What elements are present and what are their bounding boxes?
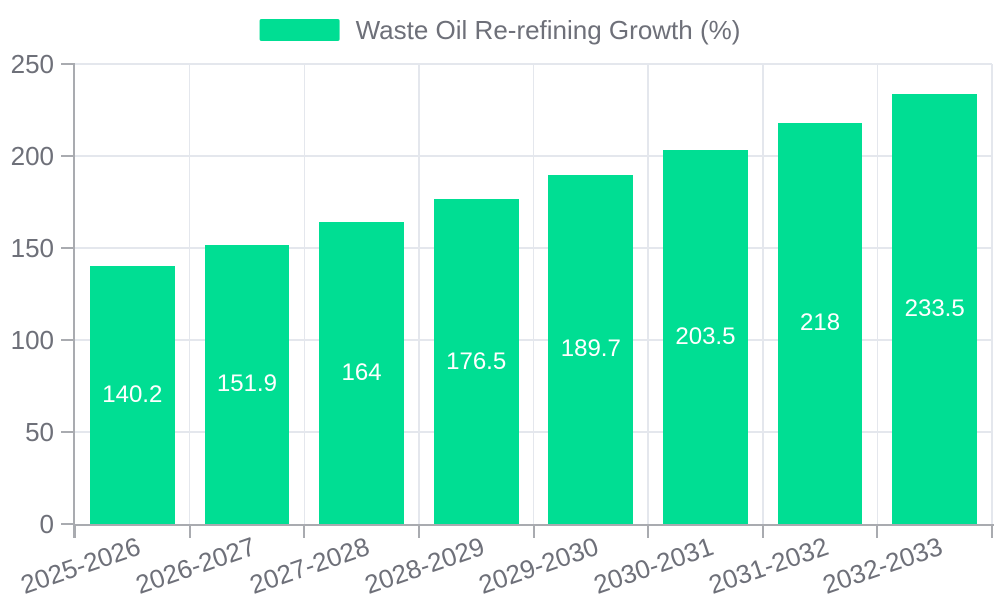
x-axis-tick [532,524,535,538]
y-axis-label: 100 [10,325,54,355]
y-axis-label: 0 [39,509,54,539]
y-axis-tick [61,247,75,249]
y-axis-tick [61,63,75,65]
y-axis-tick [61,431,75,433]
bar[interactable] [319,222,404,524]
gridline-vertical [418,64,420,524]
gridline-vertical [303,64,305,524]
x-axis-label: 2030-2031 [589,531,718,600]
bar[interactable] [663,149,748,524]
x-axis-tick [303,524,306,538]
bar[interactable] [548,174,634,524]
x-axis-label: 2031-2032 [704,531,832,600]
plot-area: 140.2 151.9 164 176.5 189.7 203.5 218 233.5 [75,63,993,524]
bar-value-label: 164 [341,359,382,387]
gridline-vertical [991,64,993,524]
x-axis-tick [647,524,650,538]
x-axis-tick [876,524,879,538]
gridline-vertical [532,64,535,524]
bar-value-label: 203.5 [675,322,736,350]
y-axis-line [73,64,75,538]
bar[interactable] [89,266,175,524]
bar-value-label: 140.2 [102,381,163,409]
y-axis-label: 200 [10,141,54,171]
gridline-vertical [762,64,764,524]
gridline-vertical [647,64,649,524]
x-axis-label: 2026-2027 [131,531,259,600]
y-axis-label: 150 [10,233,54,263]
x-axis-tick [761,524,764,538]
bar-value-label: 218 [800,309,841,337]
bar-value-label: 151.9 [216,370,277,398]
bar-value-label: 176.5 [446,347,507,375]
bar[interactable] [433,199,519,524]
x-axis-label: 2027-2028 [245,531,374,600]
gridline-vertical [876,64,879,524]
x-axis-label: 2028-2029 [360,531,488,600]
bar[interactable] [777,122,863,524]
y-axis-tick [61,523,75,525]
legend-marker [259,19,340,41]
x-axis-tick [74,524,76,538]
legend-label: Waste Oil Re-refining Growth (%) [355,15,741,45]
x-axis-label: 2025-2026 [16,531,145,600]
y-axis-label: 50 [25,417,54,447]
legend-item[interactable]: Waste Oil Re-refining Growth (%) [259,14,741,46]
x-axis-tick [188,524,191,538]
y-axis-tick [61,339,75,341]
bar-value-label: 233.5 [904,295,965,323]
x-axis-tick [991,524,993,538]
y-axis-label: 250 [10,49,54,79]
x-axis-tick [417,524,420,538]
x-axis-label: 2029-2030 [475,531,603,600]
bar[interactable] [204,244,290,524]
y-axis-tick [61,155,75,157]
bar[interactable] [892,94,978,524]
gridline-vertical [188,64,191,524]
bar-value-label: 189.7 [560,335,621,363]
x-axis-label: 2032-2033 [819,531,947,600]
